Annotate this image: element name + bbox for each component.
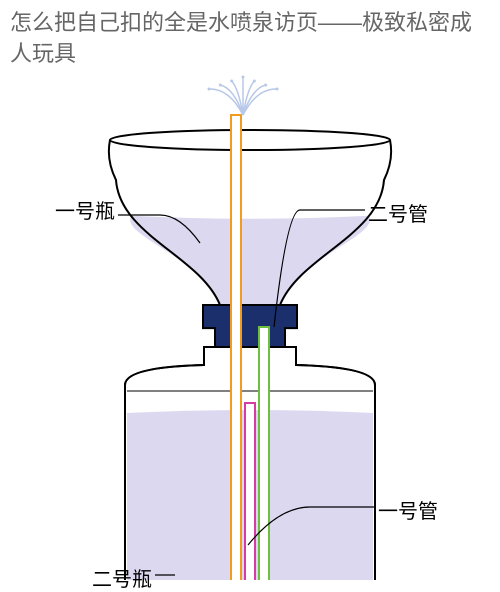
- page-title: 怎么把自己扣的全是水喷泉访页——极致私密成人玩具: [0, 0, 500, 78]
- label-bottle-1: 一号瓶: [55, 195, 115, 224]
- fountain-diagram: 一号瓶 二号管 一号管 二号瓶: [0, 75, 500, 580]
- label-bottle-2: 二号瓶: [92, 563, 152, 592]
- label-tube-2: 二号管: [368, 198, 428, 227]
- label-tube-1: 一号管: [378, 495, 438, 524]
